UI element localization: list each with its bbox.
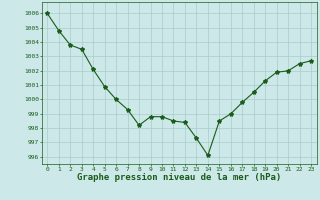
- X-axis label: Graphe pression niveau de la mer (hPa): Graphe pression niveau de la mer (hPa): [77, 173, 281, 182]
